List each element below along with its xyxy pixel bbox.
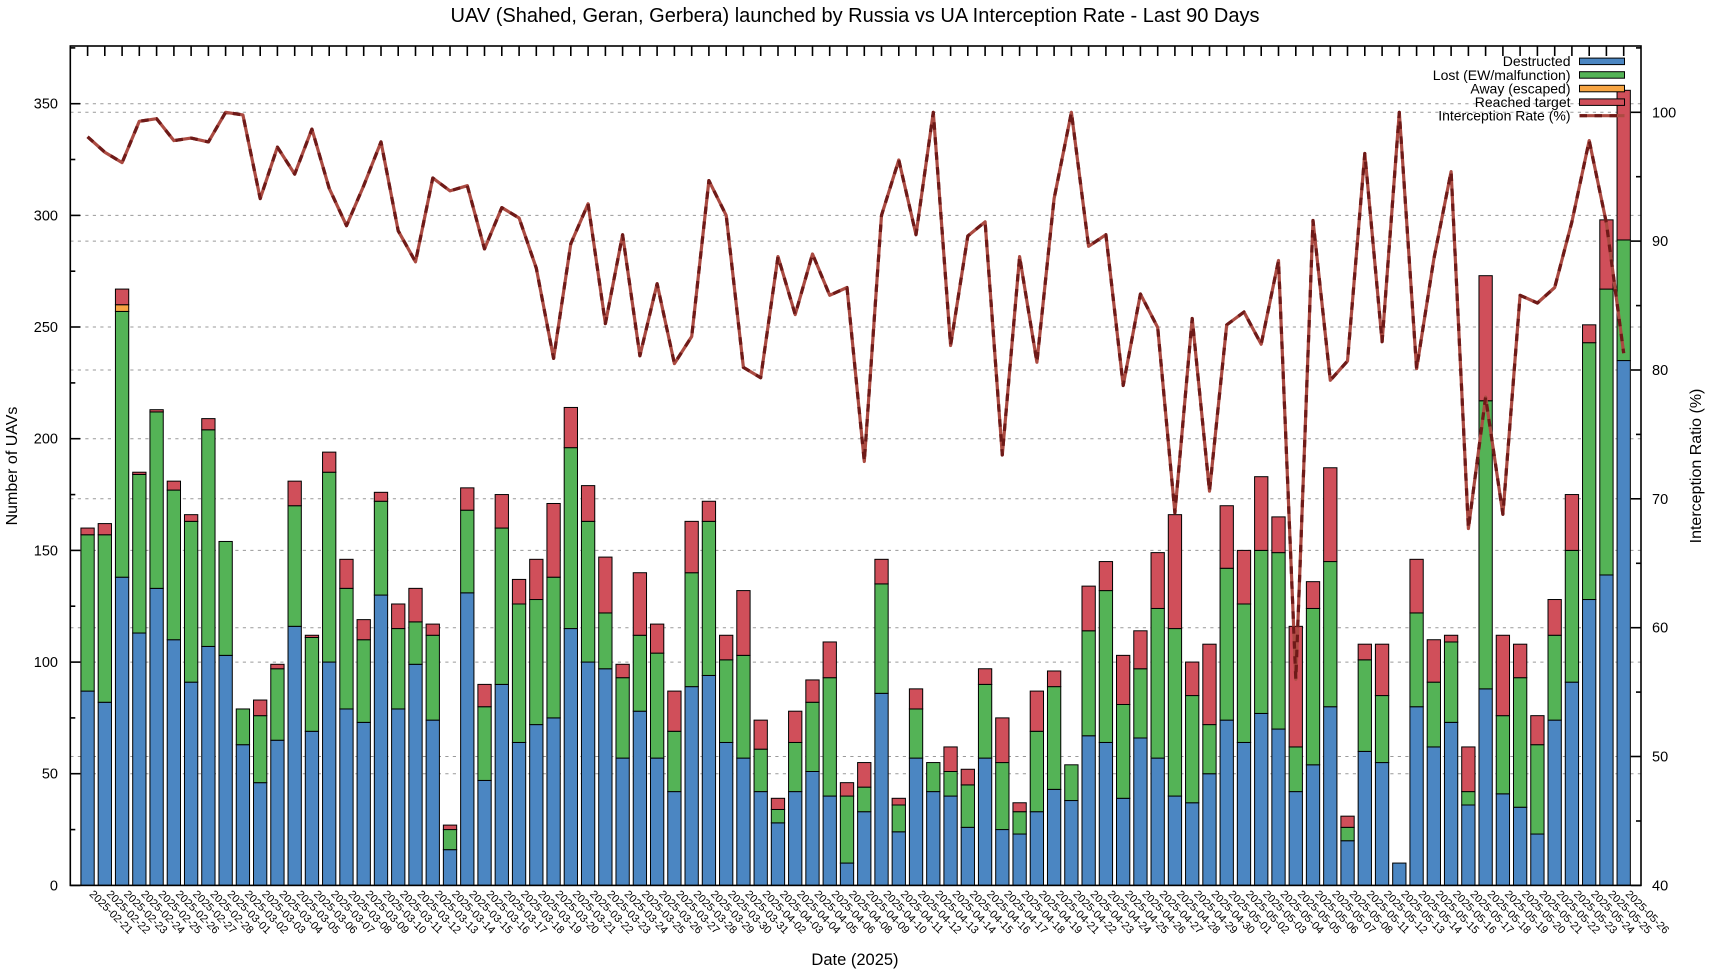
svg-text:Reached target: Reached target	[1475, 94, 1571, 110]
svg-text:50: 50	[1652, 750, 1668, 766]
svg-text:Number of UAVs: Number of UAVs	[4, 407, 21, 526]
svg-text:100: 100	[34, 655, 58, 671]
svg-text:150: 150	[34, 543, 58, 559]
svg-text:200: 200	[34, 432, 58, 448]
svg-text:60: 60	[1652, 621, 1668, 637]
svg-text:50: 50	[42, 767, 58, 783]
svg-text:0: 0	[50, 878, 58, 894]
svg-text:Interception Ratio (%): Interception Ratio (%)	[1688, 389, 1705, 544]
svg-text:70: 70	[1652, 492, 1668, 508]
svg-text:Interception Rate (%): Interception Rate (%)	[1438, 108, 1570, 124]
svg-text:350: 350	[34, 97, 58, 113]
svg-text:Destructed: Destructed	[1503, 53, 1571, 69]
svg-text:Away (escaped): Away (escaped)	[1470, 80, 1570, 96]
svg-text:Lost (EW/malfunction): Lost (EW/malfunction)	[1433, 67, 1571, 83]
svg-text:300: 300	[34, 208, 58, 224]
svg-text:250: 250	[34, 320, 58, 336]
svg-text:Date (2025): Date (2025)	[811, 951, 898, 969]
svg-text:UAV (Shahed, Geran, Gerbera) l: UAV (Shahed, Geran, Gerbera) launched by…	[451, 5, 1260, 27]
svg-text:80: 80	[1652, 363, 1668, 379]
svg-text:100: 100	[1652, 105, 1676, 121]
svg-text:90: 90	[1652, 234, 1668, 250]
svg-text:40: 40	[1652, 878, 1668, 894]
